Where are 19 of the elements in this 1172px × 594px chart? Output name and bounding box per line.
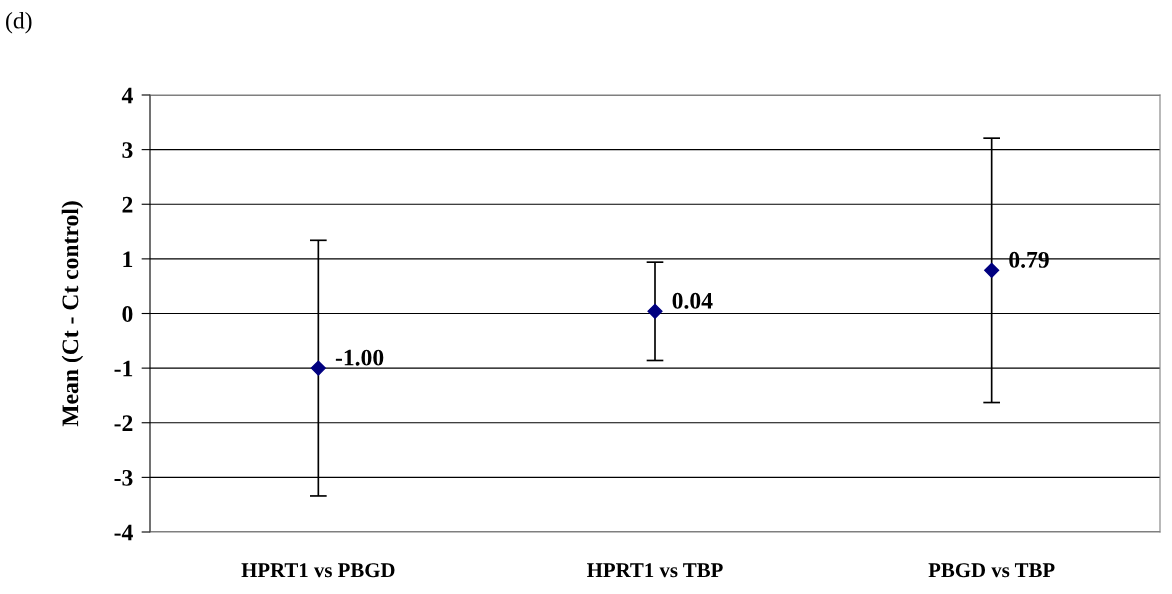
- point: [647, 303, 663, 319]
- chart-title: (d): [6, 12, 32, 34]
- y-axis-title: Mean (Ct - Ct control): [61, 201, 84, 427]
- x-tick-label: HPRT1 vs PBGD: [241, 563, 395, 578]
- data-label: 0.04: [672, 292, 713, 309]
- y-tick-label: -2: [114, 415, 133, 431]
- y-tick-label: -4: [114, 524, 133, 541]
- x-tick-label: HPRT1 vs TBP: [587, 563, 723, 578]
- y-tick-label: 3: [122, 142, 133, 159]
- data-label: -1.00: [335, 349, 384, 366]
- point: [310, 360, 326, 376]
- y-tick-label: 2: [122, 196, 133, 213]
- y-tick-label: -1: [114, 360, 133, 377]
- y-tick-label: 1: [123, 251, 133, 268]
- point: [984, 262, 1000, 278]
- y-tick-label: 0: [122, 305, 133, 322]
- y-tick-label: -3: [114, 469, 133, 486]
- x-tick-label: PBGD vs TBP: [928, 563, 1055, 578]
- y-tick-label: 4: [121, 87, 133, 104]
